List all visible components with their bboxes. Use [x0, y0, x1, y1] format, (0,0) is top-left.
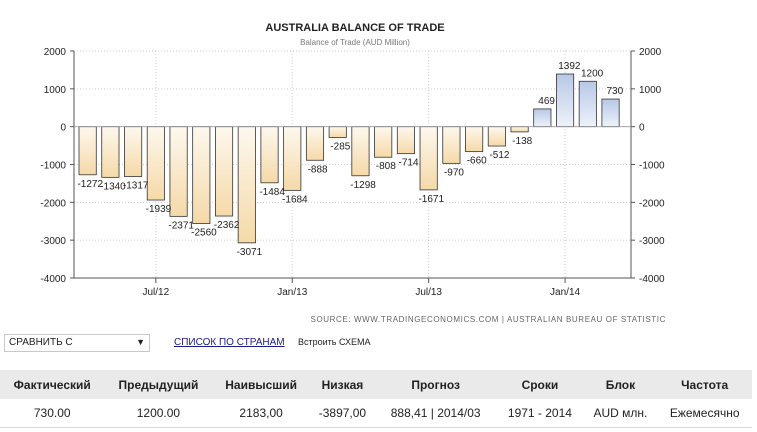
data-label: -1684	[282, 194, 308, 205]
chart-subtitle: Balance of Trade (AUD Million)	[300, 38, 410, 47]
chart-source: SOURCE: WWW.TRADINGECONOMICS.COM | AUSTR…	[311, 315, 666, 324]
bar	[283, 126, 302, 191]
cell-previous: 1200.00	[104, 399, 213, 428]
x-tick-label: Jan/13	[277, 287, 307, 298]
data-label: -2371	[168, 220, 194, 231]
y-tick-label-left: -3000	[40, 236, 66, 247]
bar	[396, 126, 415, 155]
cell-actual: 730.00	[0, 399, 105, 428]
data-label: 730	[607, 86, 624, 97]
balance-of-trade-chart: AUSTRALIA BALANCE OF TRADE Balance of Tr…	[40, 22, 666, 324]
header-frequency: Частота	[657, 370, 752, 399]
data-label: -512	[489, 150, 509, 161]
y-tick-label-right: -4000	[639, 274, 665, 285]
cell-lowest: -3897,00	[309, 399, 376, 428]
x-tick-label: Jan/14	[550, 287, 580, 298]
data-label: -1939	[146, 204, 172, 215]
bar	[305, 126, 325, 161]
y-tick-label-right: 1000	[639, 85, 662, 96]
header-lowest: Низкая	[309, 370, 376, 399]
data-label: -1298	[350, 180, 376, 191]
cell-highest: 2183,00	[212, 399, 310, 428]
stats-header-row: Фактический Предыдущий Наивысший Низкая …	[0, 370, 752, 399]
y-tick-label-left: -2000	[40, 198, 66, 209]
data-label: -714	[399, 158, 419, 169]
data-label: -1272	[77, 179, 103, 190]
stats-table: Фактический Предыдущий Наивысший Низкая …	[0, 370, 752, 428]
header-highest: Наивысший	[212, 370, 310, 399]
y-tick-label-right: -3000	[639, 236, 665, 247]
bar	[442, 126, 461, 164]
country-list-link[interactable]: СПИСОК ПО СТРАНАМ	[174, 337, 285, 348]
bar	[124, 126, 143, 177]
header-dates: Сроки	[496, 370, 584, 399]
bar	[351, 126, 370, 177]
embed-chart-link[interactable]: Встроить СХЕМА	[298, 337, 371, 347]
data-label: 1392	[558, 61, 581, 72]
data-label: -1671	[418, 194, 444, 205]
bar	[146, 126, 165, 201]
bar	[487, 126, 506, 147]
bar	[101, 126, 120, 178]
bar	[419, 126, 438, 191]
y-tick-label-right: -2000	[639, 198, 665, 209]
y-tick-label-left: -4000	[40, 274, 66, 285]
bar	[260, 126, 279, 184]
header-forecast: Прогноз	[375, 370, 497, 399]
y-tick-label-left: 0	[60, 123, 66, 134]
chart-title: AUSTRALIA BALANCE OF TRADE	[265, 22, 444, 34]
data-label: -2362	[214, 220, 240, 231]
y-tick-label-left: -1000	[40, 161, 66, 172]
y-tick-label-right: -1000	[639, 161, 665, 172]
data-label: -970	[444, 167, 464, 178]
data-label: -285	[330, 141, 350, 152]
bar	[601, 98, 620, 128]
data-label: -1484	[259, 187, 285, 198]
bar	[465, 126, 484, 153]
cell-forecast: 888,41 | 2014/03	[375, 399, 497, 428]
x-tick-label: Jul/12	[143, 287, 170, 298]
bar	[78, 126, 97, 176]
bar	[237, 126, 256, 244]
data-label: 1200	[581, 68, 604, 79]
cell-unit: AUD млн.	[583, 399, 658, 428]
compare-dropdown-label: СРАВНИТЬ С	[9, 337, 73, 348]
y-tick-label-right: 2000	[639, 47, 662, 58]
bar	[374, 126, 393, 158]
y-tick-label-left: 1000	[44, 85, 67, 96]
bar	[169, 126, 188, 217]
y-tick-label-right: 0	[639, 123, 645, 134]
header-unit: Блок	[583, 370, 658, 399]
data-label: -2560	[191, 228, 217, 239]
chevron-down-icon: ▼	[136, 337, 145, 347]
bar	[328, 126, 347, 138]
bar	[556, 73, 575, 128]
data-label: 469	[538, 96, 555, 107]
data-label: -3071	[237, 247, 263, 258]
bar	[533, 108, 552, 128]
bar	[510, 126, 529, 133]
data-label: -1317	[123, 180, 149, 191]
data-label: -138	[512, 136, 532, 147]
header-actual: Фактический	[0, 370, 105, 399]
cell-frequency: Ежемесячно	[657, 399, 752, 428]
data-label: -1340	[100, 181, 126, 192]
bar	[192, 126, 211, 224]
compare-dropdown[interactable]: СРАВНИТЬ С ▼	[4, 334, 150, 352]
bar	[578, 80, 597, 128]
data-label: -660	[467, 156, 487, 167]
cell-dates: 1971 - 2014	[496, 399, 584, 428]
y-tick-label-left: 2000	[44, 47, 67, 58]
data-label: -808	[376, 161, 396, 172]
header-previous: Предыдущий	[104, 370, 213, 399]
controls-bar: СРАВНИТЬ С ▼ СПИСОК ПО СТРАНАМ Встроить …	[4, 334, 752, 354]
x-tick-label: Jul/13	[415, 287, 442, 298]
table-row: 730.00 1200.00 2183,00 -3897,00 888,41 |…	[0, 399, 752, 428]
bar	[215, 126, 234, 217]
data-label: -888	[308, 164, 328, 175]
